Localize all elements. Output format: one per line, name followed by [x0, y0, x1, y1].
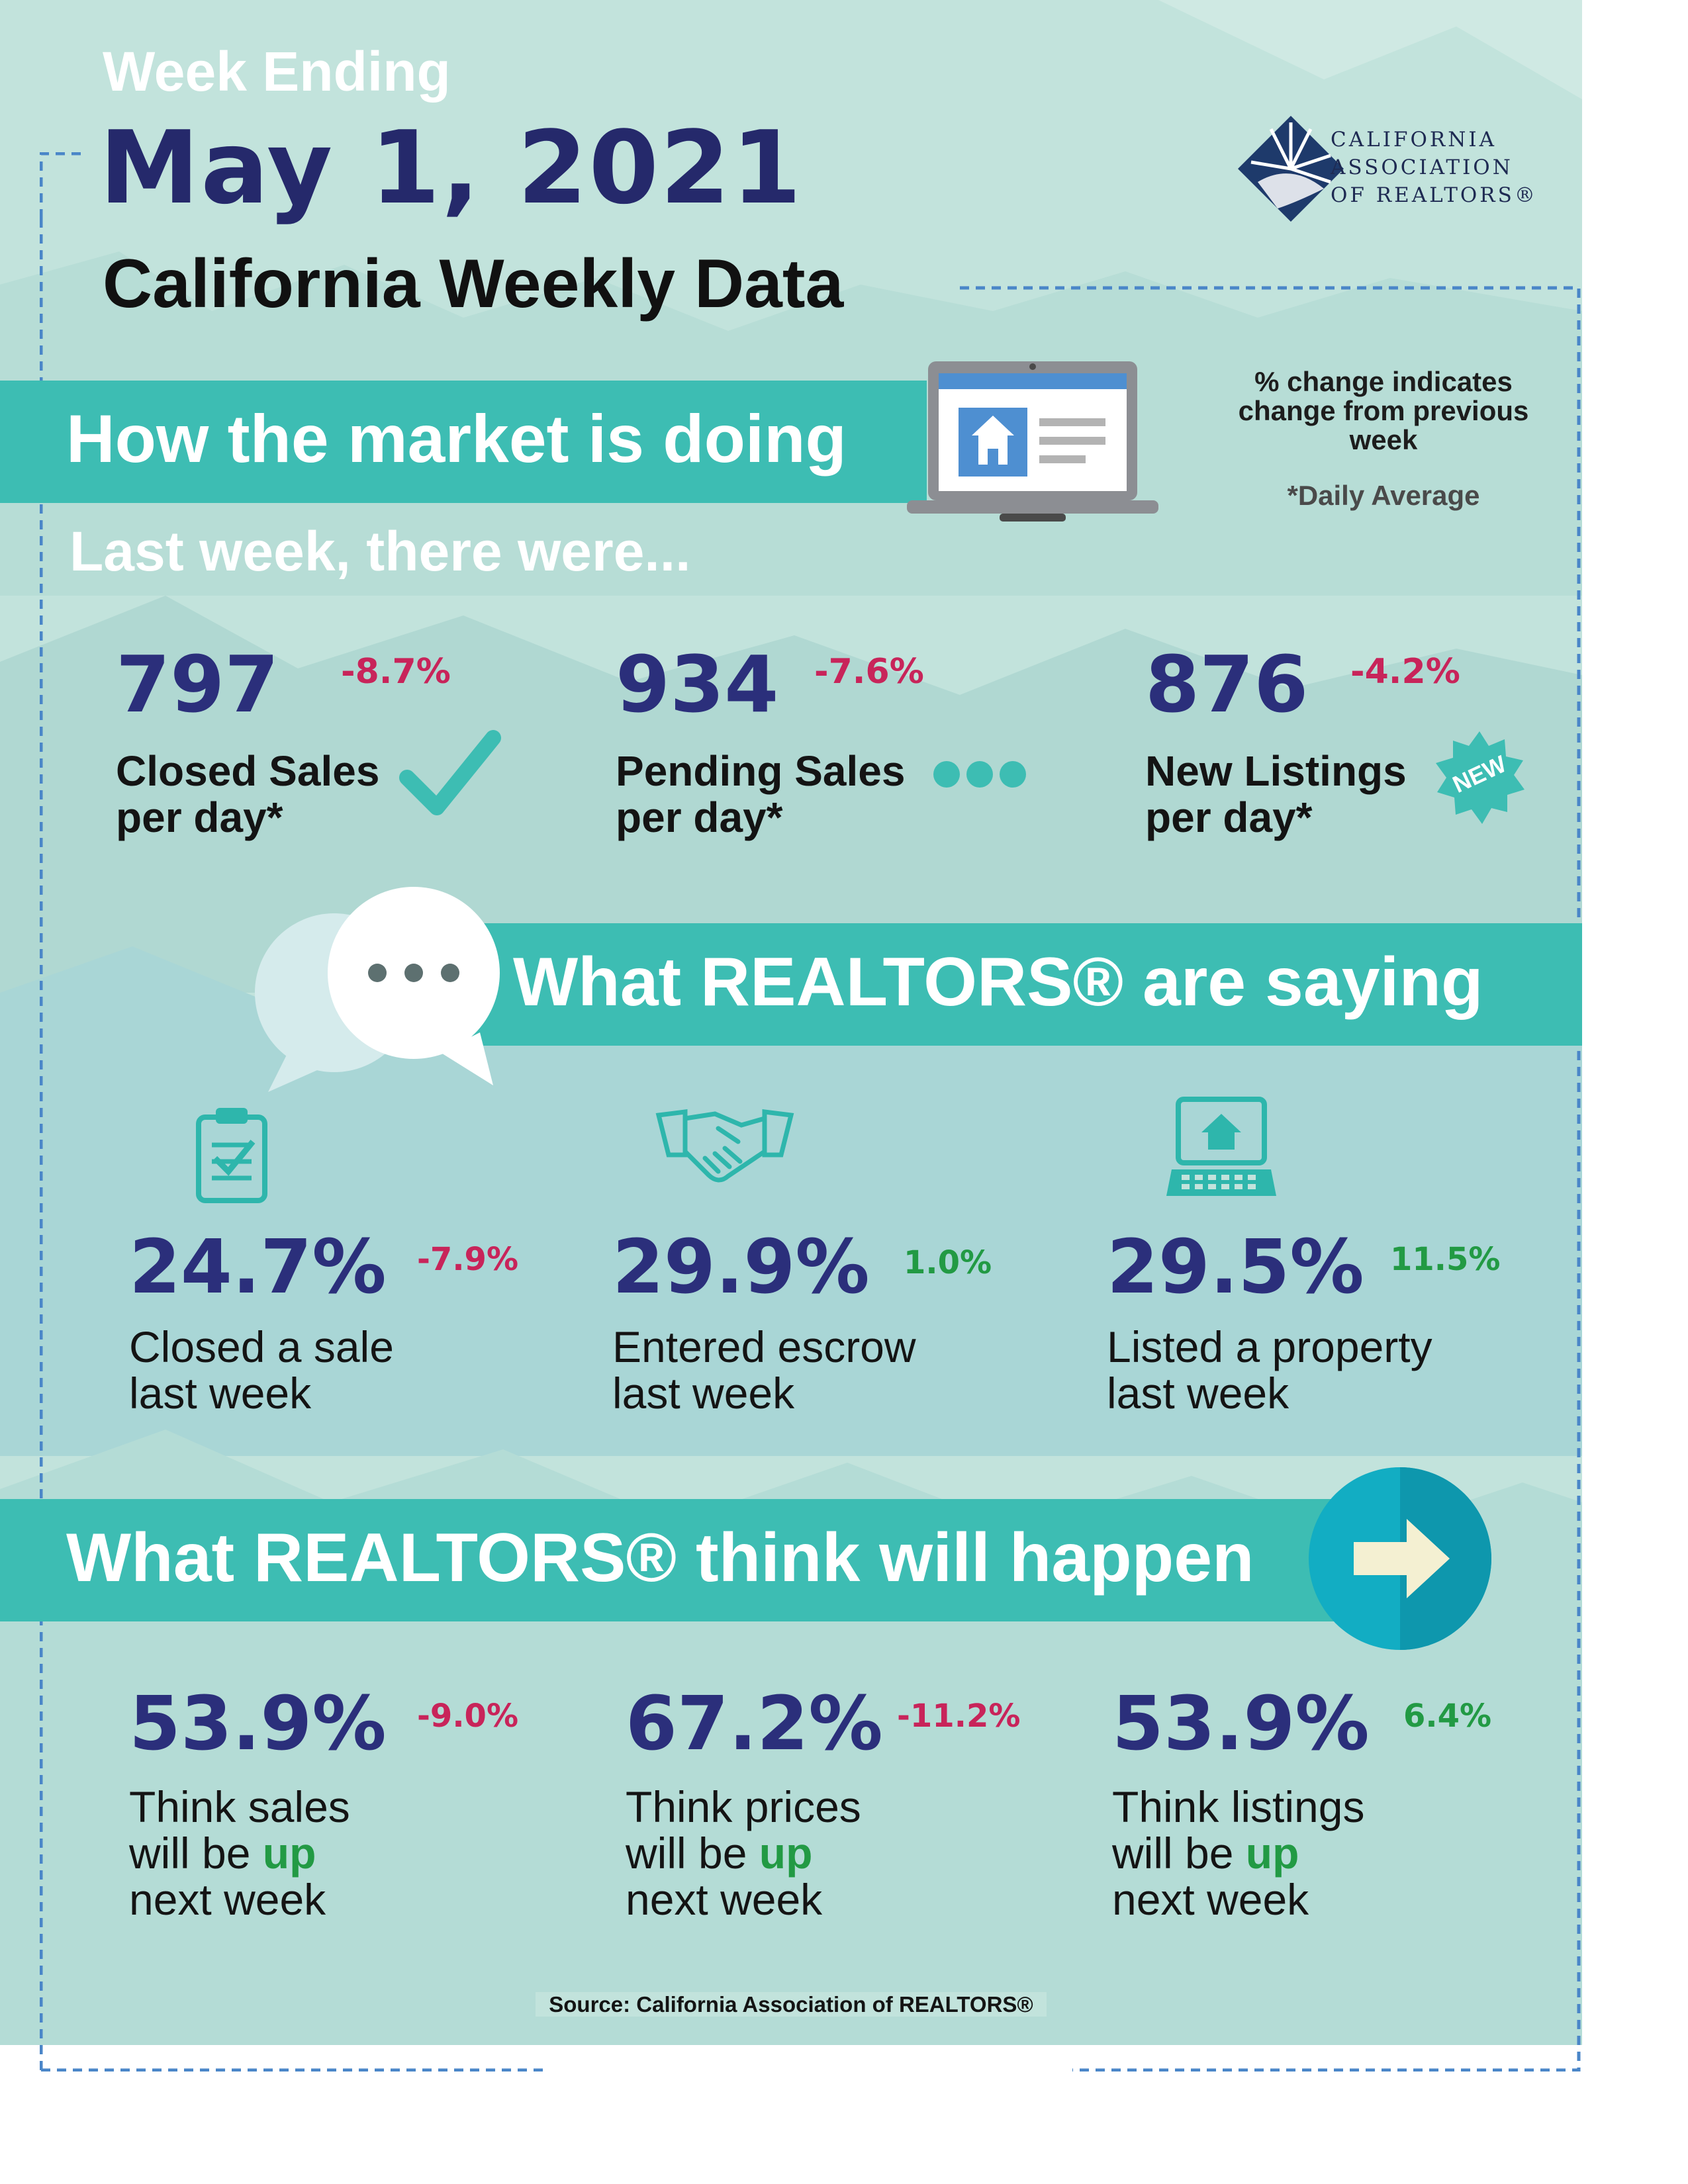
- will-be-text: will be: [129, 1829, 263, 1878]
- think-band: [0, 1499, 1390, 1621]
- logo-line-2: ASSOCIATION: [1331, 156, 1513, 179]
- think-sales-label-line2: will be up: [129, 1830, 350, 1876]
- logo-line-1: CALIFORNIA: [1331, 128, 1497, 152]
- think-listings-label-line3: next week: [1112, 1875, 1309, 1924]
- week-ending-label: Week Ending: [103, 40, 451, 103]
- market-heading: How the market is doing: [66, 401, 847, 477]
- logo-wordmark: CALIFORNIA ASSOCIATION OF REALTORS®: [1331, 126, 1538, 209]
- think-prices-value: 67.2%: [626, 1681, 883, 1767]
- think-listings-value: 53.9%: [1112, 1681, 1370, 1767]
- new-listings-label-line2: per day*: [1145, 794, 1313, 841]
- closed-sales-value: 797: [116, 639, 279, 730]
- closed-a-sale-label: Closed a sale last week: [129, 1324, 394, 1416]
- closed-a-sale-value: 24.7%: [129, 1224, 387, 1310]
- percent-change-note: % change indicates change from previous …: [1238, 366, 1529, 455]
- listed-property-label: Listed a property last week: [1107, 1324, 1432, 1416]
- think-sales-label-line1: Think sales: [129, 1782, 350, 1831]
- think-heading: What REALTORS® think will happen: [66, 1520, 1254, 1596]
- will-be-text: will be: [1112, 1829, 1246, 1878]
- entered-escrow-change: 1.0%: [904, 1244, 992, 1281]
- new-listings-change: -4.2%: [1350, 652, 1460, 692]
- market-band: [0, 381, 927, 503]
- think-prices-label-line3: next week: [626, 1875, 823, 1924]
- closed-a-sale-label-line1: Closed a sale: [129, 1322, 394, 1371]
- pending-sales-label: Pending Sales per day*: [616, 748, 905, 841]
- source-footer: Source: California Association of REALTO…: [0, 1992, 1582, 2017]
- logo-line-3: OF REALTORS®: [1331, 183, 1538, 207]
- listed-property-change: 11.5%: [1390, 1241, 1501, 1278]
- car-logo-icon: [1238, 116, 1344, 222]
- closed-a-sale-label-line2: last week: [129, 1369, 312, 1418]
- up-text: up: [262, 1829, 316, 1878]
- think-listings-label-line2: will be up: [1112, 1830, 1364, 1876]
- think-listings-label: Think listings will be up next week: [1112, 1784, 1364, 1923]
- think-listings-change: 6.4%: [1403, 1698, 1492, 1735]
- handshake-icon: [655, 1109, 794, 1183]
- closed-sales-label: Closed Sales per day*: [116, 748, 379, 841]
- will-be-text: will be: [626, 1829, 759, 1878]
- pending-sales-change: -7.6%: [814, 652, 924, 692]
- think-listings-label-line1: Think listings: [1112, 1782, 1365, 1831]
- speech-bubbles-icon: [255, 887, 500, 1092]
- arrow-right-icon: [1309, 1467, 1491, 1650]
- ellipsis-dots-icon: [933, 761, 1026, 788]
- new-badge-icon: NEW: [1433, 731, 1526, 824]
- infographic-panel: Week Ending May 1, 2021 California Weekl…: [0, 0, 1582, 2071]
- checkmark-icon: [399, 730, 501, 815]
- closed-sales-label-line1: Closed Sales: [116, 747, 380, 795]
- saying-band: [450, 923, 1582, 1046]
- last-week-intro: Last week, there were...: [70, 520, 691, 582]
- think-sales-label-line3: next week: [129, 1875, 326, 1924]
- entered-escrow-label-line1: Entered escrow: [612, 1322, 916, 1371]
- closed-sales-label-line2: per day*: [116, 794, 283, 841]
- week-ending-date: May 1, 2021: [99, 109, 803, 226]
- think-prices-label-line2: will be up: [626, 1830, 861, 1876]
- think-prices-label: Think prices will be up next week: [626, 1784, 861, 1923]
- daily-average-note: *Daily Average: [1287, 480, 1480, 511]
- entered-escrow-label: Entered escrow last week: [612, 1324, 916, 1416]
- pending-sales-label-line2: per day*: [616, 794, 783, 841]
- think-prices-label-line1: Think prices: [626, 1782, 861, 1831]
- saying-heading: What REALTORS® are saying: [513, 944, 1483, 1021]
- pending-sales-label-line1: Pending Sales: [616, 747, 906, 795]
- listed-property-label-line1: Listed a property: [1107, 1322, 1432, 1371]
- listed-property-label-line2: last week: [1107, 1369, 1289, 1418]
- entered-escrow-label-line2: last week: [612, 1369, 795, 1418]
- think-sales-value: 53.9%: [129, 1681, 387, 1767]
- new-listings-label-line1: New Listings: [1145, 747, 1407, 795]
- think-prices-change: -11.2%: [897, 1698, 1021, 1735]
- think-sales-label: Think sales will be up next week: [129, 1784, 350, 1923]
- up-text: up: [759, 1829, 813, 1878]
- think-sales-change: -9.0%: [417, 1698, 519, 1735]
- pending-sales-value: 934: [616, 639, 779, 730]
- laptop-home-icon: [1166, 1097, 1276, 1196]
- up-text: up: [1245, 1829, 1299, 1878]
- entered-escrow-value: 29.9%: [612, 1224, 870, 1310]
- closed-a-sale-change: -7.9%: [417, 1241, 519, 1278]
- page-title: California Weekly Data: [103, 246, 844, 322]
- laptop-icon: [907, 361, 1158, 522]
- closed-sales-change: -8.7%: [341, 652, 451, 692]
- new-listings-value: 876: [1145, 639, 1309, 730]
- source-text: Source: California Association of REALTO…: [536, 1992, 1047, 2017]
- clipboard-icon: [196, 1108, 267, 1203]
- new-listings-label: New Listings per day*: [1145, 748, 1407, 841]
- listed-property-value: 29.5%: [1107, 1224, 1364, 1310]
